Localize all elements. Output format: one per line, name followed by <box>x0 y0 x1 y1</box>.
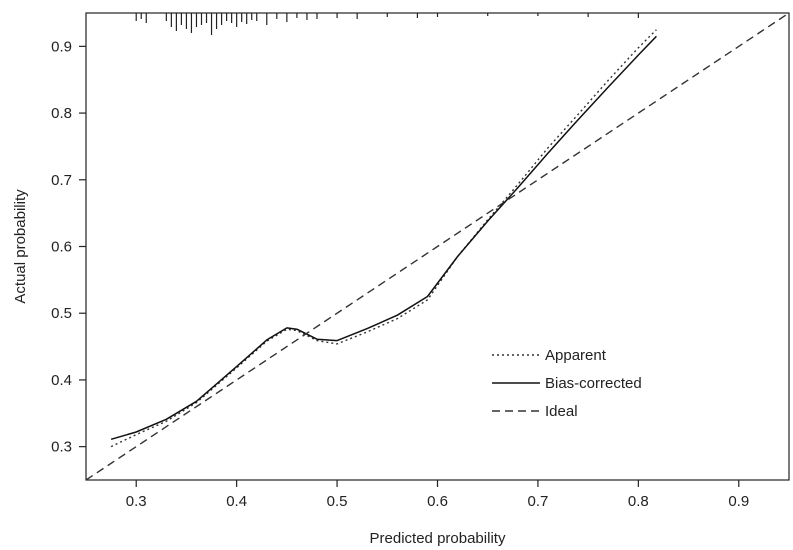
series-line-bias-corrected <box>110 35 657 441</box>
x-axis-ticks: 0.3 0.4 0.5 0.6 0.7 0.8 0.9 <box>126 480 749 510</box>
y-tick-label: 0.4 <box>51 372 72 389</box>
series-line-apparent <box>110 29 657 448</box>
x-tick-label: 0.9 <box>728 493 749 510</box>
x-tick-label: 0.7 <box>527 493 548 510</box>
x-tick-label: 0.6 <box>427 493 448 510</box>
x-tick-label: 0.3 <box>126 493 147 510</box>
plot-area <box>85 12 790 481</box>
legend-label: Ideal <box>545 403 578 420</box>
legend-label: Bias-corrected <box>545 375 642 392</box>
x-tick-label: 0.8 <box>628 493 649 510</box>
y-tick-label: 0.9 <box>51 38 72 55</box>
y-tick-label: 0.8 <box>51 105 72 122</box>
x-axis-title: Predicted probability <box>370 530 506 547</box>
legend: Apparent Bias-corrected Ideal <box>492 347 642 420</box>
x-tick-label: 0.5 <box>327 493 348 510</box>
y-axis-title: Actual probability <box>12 189 29 304</box>
y-axis-ticks: 0.3 0.4 0.5 0.6 0.7 0.8 0.9 <box>51 38 86 456</box>
y-tick-label: 0.5 <box>51 305 72 322</box>
x-tick-label: 0.4 <box>226 493 247 510</box>
y-tick-label: 0.6 <box>51 239 72 256</box>
y-tick-label: 0.3 <box>51 439 72 456</box>
y-tick-label: 0.7 <box>51 172 72 189</box>
legend-label: Apparent <box>545 347 607 364</box>
series-line-ideal <box>86 13 789 480</box>
rug-marks <box>135 13 639 35</box>
